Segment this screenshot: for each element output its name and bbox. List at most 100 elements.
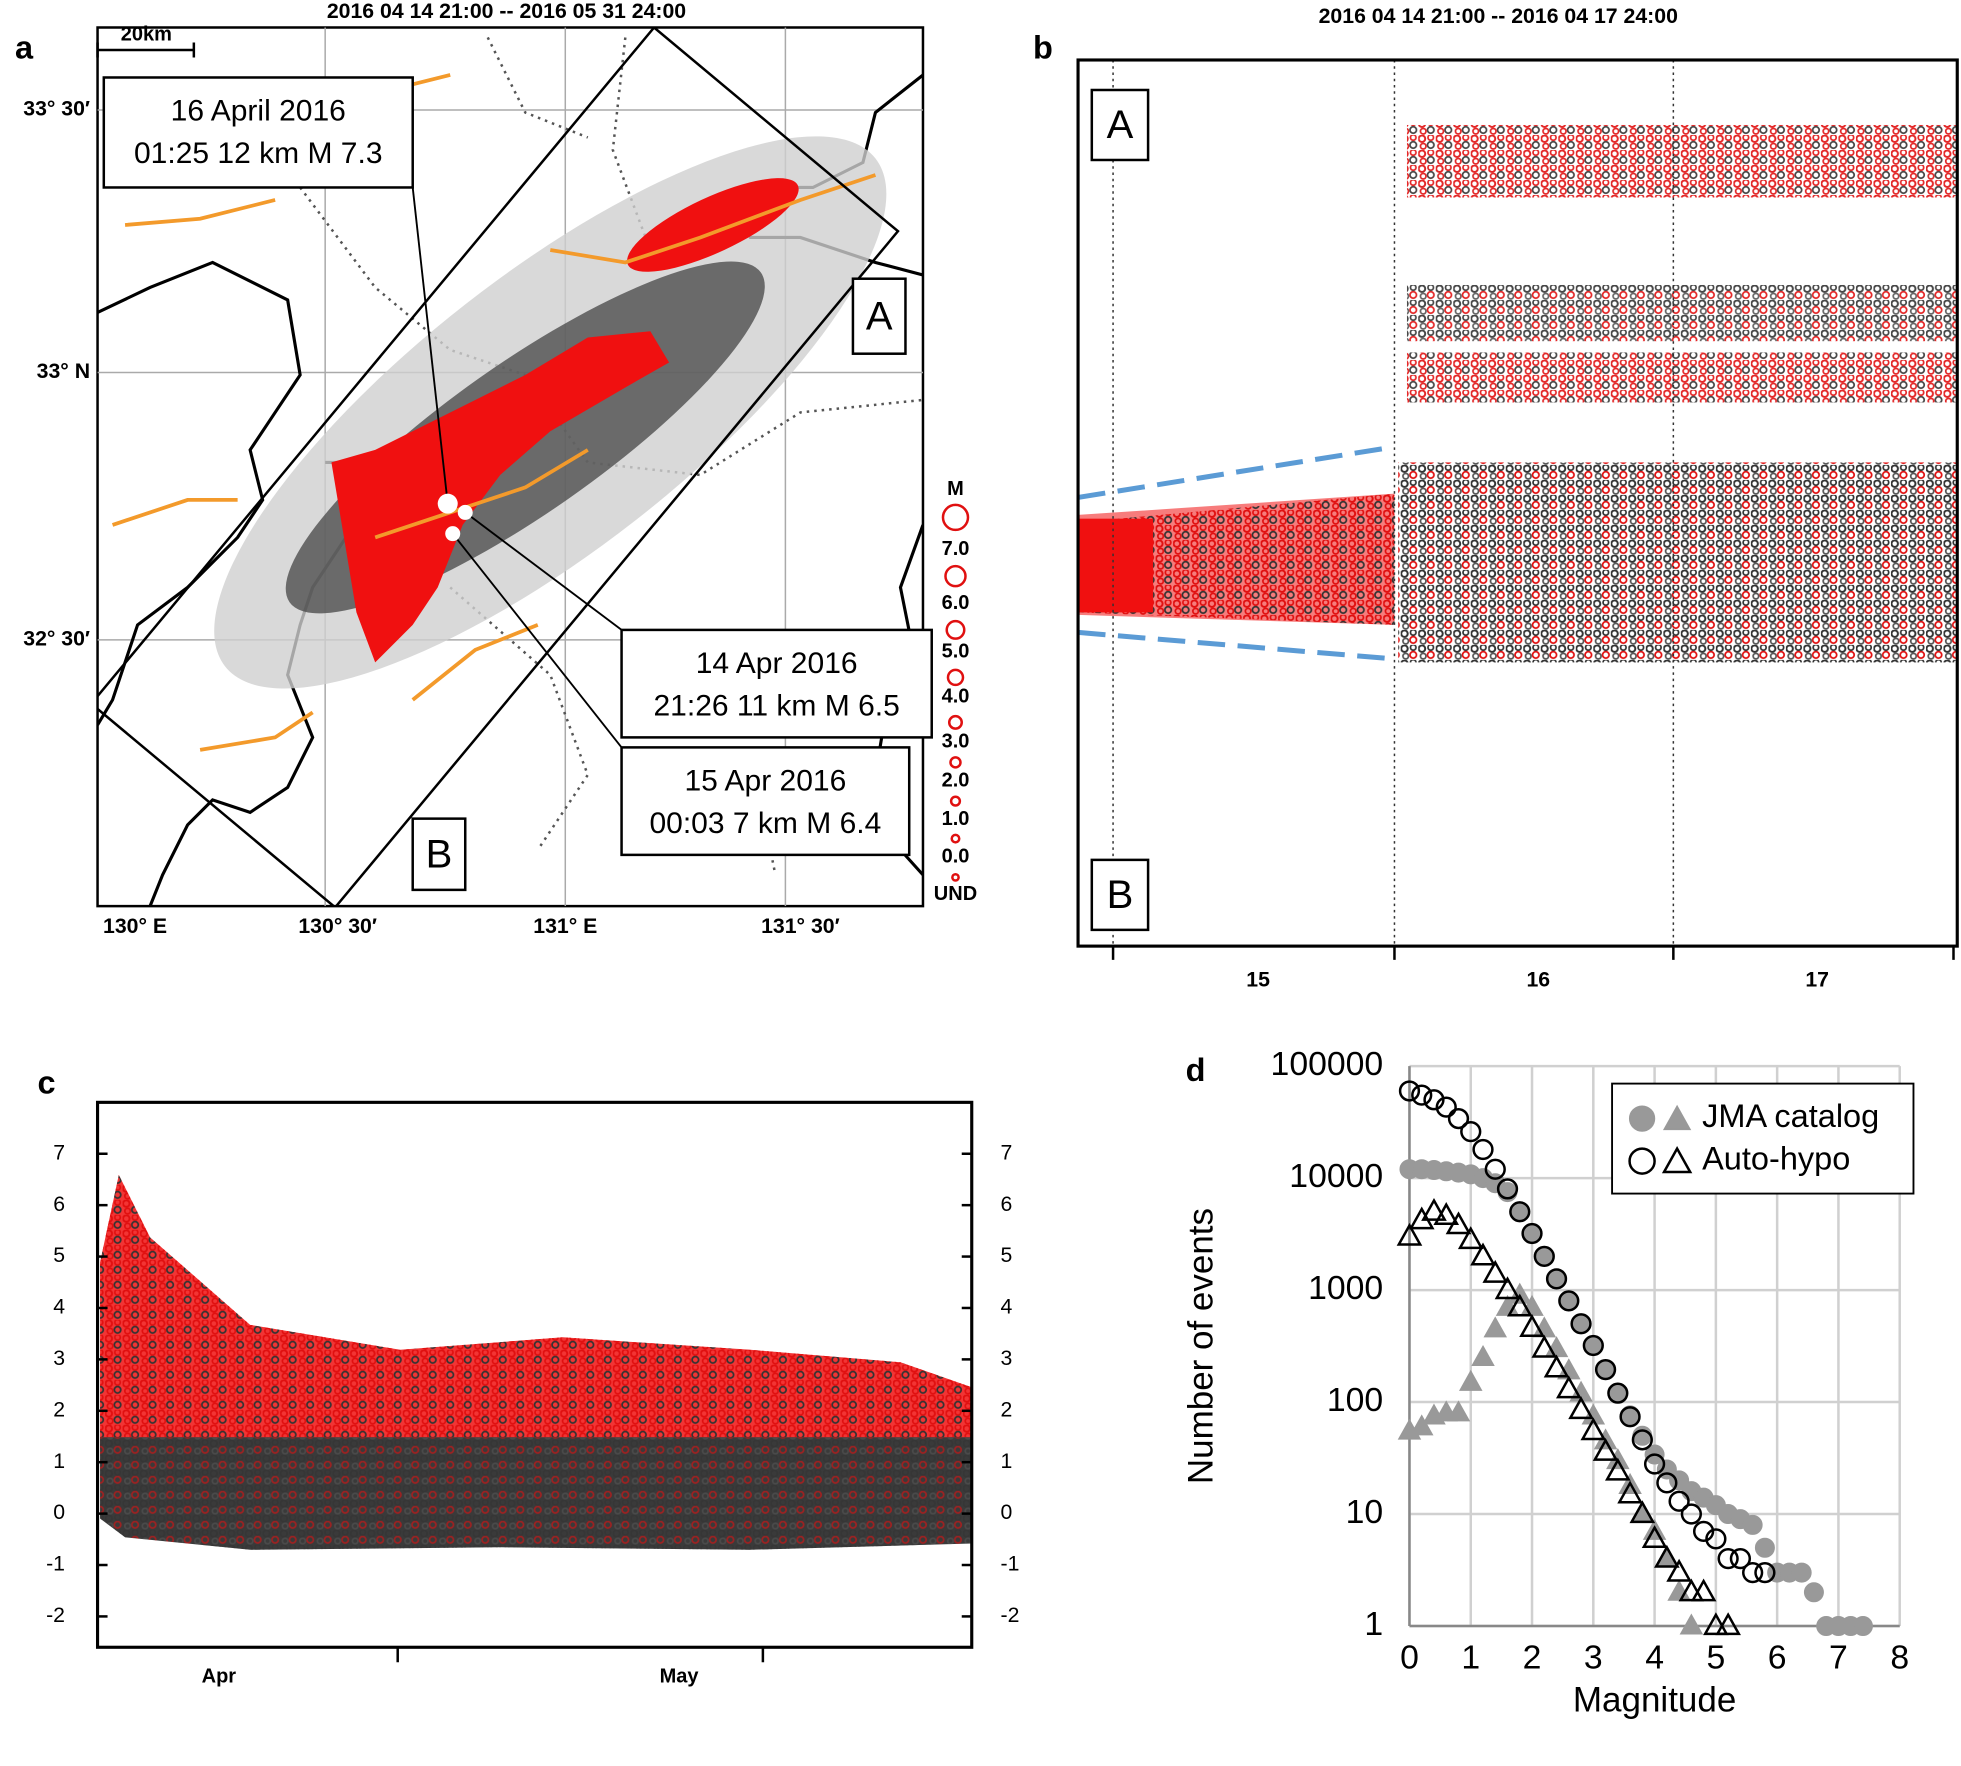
legend-label: 6.0 [942, 592, 970, 614]
circle-marker [1692, 1520, 1715, 1543]
triangle-marker [1471, 1344, 1495, 1366]
latitude-label: 33° N [37, 359, 90, 383]
triangle-marker [1654, 1544, 1680, 1568]
map-panel [96, 26, 970, 908]
circle-marker [1460, 1120, 1482, 1143]
legend-label: 7.0 [942, 538, 970, 560]
y-tick-label: 4 [53, 1295, 65, 1319]
event-cloud [1078, 493, 1395, 625]
y2-tick-label: 7 [1001, 1140, 1013, 1164]
annotation-text: 00:03 7 km M 6.4 [649, 807, 881, 840]
legend-label: 1.0 [942, 808, 970, 830]
event-cloud [1406, 284, 1958, 342]
circle-marker [1582, 1334, 1604, 1357]
annotation-text: 16 April 2016 [171, 94, 346, 127]
section-box [97, 27, 900, 907]
legend-box [1611, 1082, 1915, 1195]
circle-marker [1398, 1080, 1421, 1102]
magnitude-time-frame [95, 1100, 974, 1649]
circle-marker [1742, 1514, 1763, 1535]
circle-marker [1754, 1561, 1776, 1584]
legend-label: UND [934, 883, 977, 905]
circle-marker [1594, 1358, 1617, 1381]
circle-marker [1643, 1453, 1666, 1475]
triangle-marker [1641, 1525, 1668, 1549]
triangle-marker [1494, 1276, 1521, 1300]
circle-marker [1472, 1138, 1494, 1161]
triangle-marker [1421, 1197, 1447, 1221]
region-label-box [1090, 858, 1150, 932]
day-divider [1112, 59, 1675, 947]
mainshock-markers [437, 493, 473, 542]
event-cloud [331, 331, 670, 663]
y-tick-label: 5 [53, 1243, 65, 1267]
circle-marker [1680, 1503, 1702, 1525]
region-label-box [851, 277, 907, 355]
triangle-marker [1433, 1202, 1460, 1225]
longitude-label: 131° E [533, 914, 597, 938]
circle-marker [1631, 1429, 1653, 1451]
timeline-panel [1076, 58, 1959, 960]
scale-label: 20km [121, 23, 172, 45]
y2-tick-label: -2 [1001, 1603, 1020, 1627]
circle-marker [1729, 1547, 1752, 1570]
region-label: A [866, 294, 893, 338]
y-tick-label: 1000 [1308, 1269, 1383, 1307]
circle-marker [1484, 1158, 1506, 1180]
region-label: B [426, 832, 453, 876]
event-cloud [1078, 518, 1154, 613]
legend-label: 5.0 [942, 641, 970, 663]
circle-marker [1742, 1561, 1764, 1584]
triangle-marker [1482, 1259, 1509, 1283]
latitude-label: 33° 30′ [23, 97, 90, 121]
triangle-marker [1445, 1211, 1472, 1235]
x-tick-label: 16 [1526, 968, 1550, 992]
triangle-marker [1409, 1414, 1434, 1436]
circle-marker [1717, 1547, 1739, 1570]
annotation-leaders [411, 187, 623, 748]
circle-marker [1509, 1201, 1531, 1223]
circle-marker [1545, 1268, 1568, 1290]
legend-label: 0.0 [942, 846, 970, 868]
circle-marker [1656, 1472, 1678, 1494]
triangle-marker [1715, 1612, 1741, 1636]
region-label: B [1107, 873, 1134, 917]
y2-tick-label: 0 [1001, 1500, 1013, 1524]
y-tick-label: -1 [46, 1552, 65, 1576]
chart-title: 2016 04 14 21:00 -- 2016 05 31 24:00 [327, 0, 686, 23]
x-tick-label: Apr [202, 1666, 237, 1688]
y-tick-label: 10000 [1289, 1157, 1383, 1195]
annotation-text: 21:26 11 km M 6.5 [653, 689, 899, 722]
legend-label: Auto-hypo [1702, 1141, 1850, 1177]
triangle-marker [1703, 1612, 1729, 1636]
region-label: A [1107, 103, 1134, 147]
triangle-marker [1458, 1369, 1483, 1391]
y-tick-label: 1 [53, 1449, 65, 1473]
circle-marker [1423, 1089, 1445, 1111]
circle-marker [1668, 1490, 1690, 1512]
triangle-marker [1678, 1578, 1705, 1602]
y-tick-label: 6 [53, 1192, 65, 1216]
x-tick-label: 15 [1246, 968, 1270, 992]
triangle-marker [1580, 1417, 1607, 1441]
y-tick-label: 0 [53, 1500, 65, 1524]
circle-marker [1570, 1313, 1592, 1335]
circle-marker [1411, 1084, 1433, 1106]
triangle-marker [1396, 1222, 1423, 1246]
y-tick-label: 10 [1346, 1493, 1384, 1531]
circle-marker [1852, 1616, 1873, 1637]
chart-title: 2016 04 14 21:00 -- 2016 04 17 24:00 [1319, 4, 1678, 28]
circle-marker [1705, 1528, 1727, 1550]
legend-triangle [1662, 1104, 1692, 1131]
y-tick-label: 100 [1327, 1381, 1383, 1419]
x-axis-title: Magnitude [1573, 1681, 1737, 1720]
circle-marker [1754, 1537, 1775, 1558]
longitude-label: 130° E [103, 914, 167, 938]
circle-marker [1435, 1096, 1457, 1118]
triangle-marker [1483, 1316, 1508, 1338]
circle-marker [1607, 1382, 1629, 1404]
triangle-marker [1531, 1334, 1558, 1358]
triangle-marker [1506, 1293, 1533, 1317]
circle-marker [1521, 1222, 1543, 1245]
magnitude-time-panel [95, 1100, 974, 1663]
